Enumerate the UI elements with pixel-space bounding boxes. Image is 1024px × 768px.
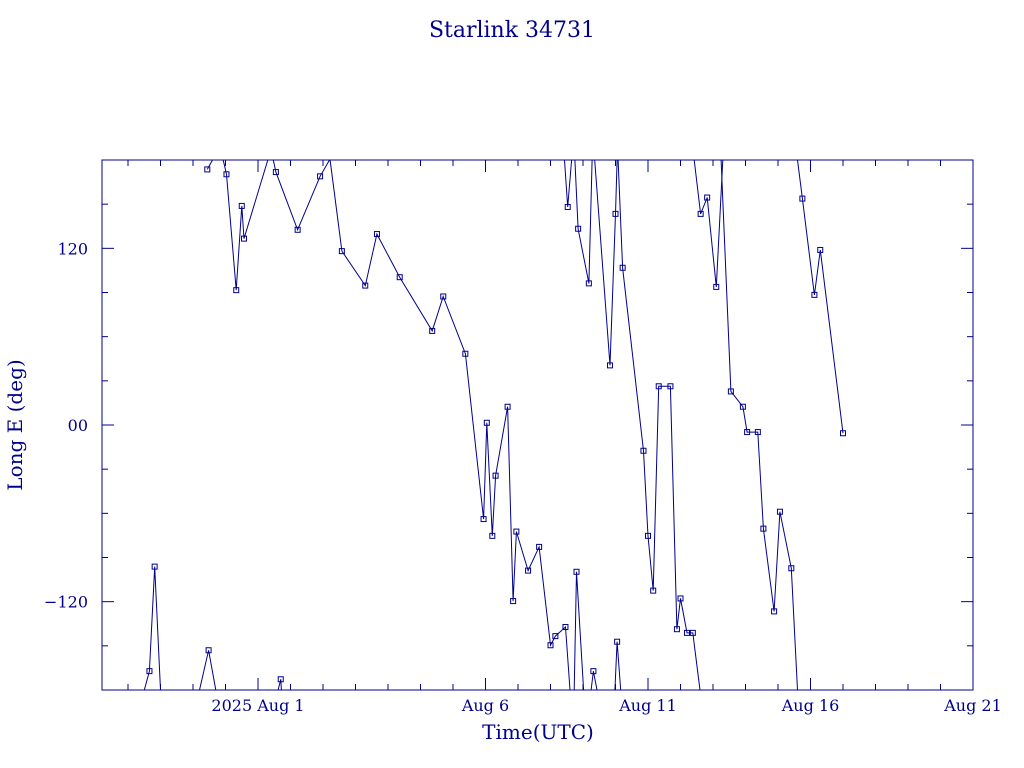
series-line [614, 641, 622, 691]
x-tick-label: Aug 6 [461, 696, 509, 715]
data-point [614, 638, 621, 645]
series-line [222, 159, 269, 291]
data-point [525, 567, 532, 574]
data-point [373, 231, 380, 238]
series-line [594, 159, 618, 366]
axis-ticks [102, 159, 974, 691]
data-point [151, 563, 158, 570]
data-point [744, 429, 751, 436]
data-point [704, 194, 711, 201]
data-point [396, 274, 403, 281]
data-point [811, 291, 818, 298]
data-point [840, 430, 846, 437]
data-point [619, 264, 626, 271]
data-point [573, 568, 580, 575]
data-point [667, 383, 674, 390]
data-point [238, 202, 245, 209]
data-point [547, 642, 554, 649]
axis-tick-labels: 2025 Aug 1 Aug 6 Aug 11 Aug 16 Aug 21 120 00 −1… [44, 239, 1002, 715]
data-point [462, 350, 469, 357]
data-point [440, 293, 447, 300]
series-line [272, 159, 330, 232]
data-point [492, 472, 499, 479]
data-point [513, 528, 520, 535]
data-point [562, 623, 569, 630]
data-point [817, 246, 824, 253]
data-point [606, 362, 613, 369]
data-point [205, 647, 212, 654]
data-point [480, 516, 487, 523]
series-line [564, 159, 573, 208]
data-point [504, 403, 511, 410]
data-point [776, 508, 783, 515]
data-point [673, 626, 680, 633]
data-point [223, 171, 230, 178]
data-point [655, 383, 662, 390]
data-point [799, 195, 806, 202]
data-point [760, 525, 767, 532]
series-line [329, 159, 571, 691]
x-tick-label: 2025 Aug 1 [211, 696, 304, 715]
chart-title: Starlink 34731 [429, 18, 595, 43]
data-point [272, 169, 279, 176]
data-point [650, 587, 657, 594]
series-line [720, 159, 798, 691]
data-point [294, 226, 301, 233]
data-point [590, 668, 597, 675]
data-point [489, 532, 496, 539]
data-point [317, 173, 324, 180]
data-point [689, 629, 696, 636]
data-point [677, 595, 684, 602]
data-point [233, 287, 240, 294]
data-point [788, 565, 795, 572]
data-point [146, 668, 153, 675]
data-point [612, 210, 619, 217]
data-point [727, 388, 734, 395]
data-point [684, 629, 690, 636]
data-point [338, 248, 345, 255]
data-point [739, 403, 746, 410]
data-point [429, 327, 436, 334]
data-point [204, 166, 211, 173]
data-point [575, 225, 582, 232]
data-point [552, 633, 559, 640]
series-line [573, 571, 585, 691]
series-line [277, 679, 282, 691]
data-point [754, 429, 761, 436]
data-point [536, 543, 543, 550]
data-point [277, 676, 284, 683]
data-point [362, 282, 369, 289]
series-line [199, 650, 217, 691]
data-point [640, 447, 647, 454]
data-point [697, 210, 704, 217]
x-tick-label: Aug 16 [781, 696, 840, 715]
series-line [574, 159, 593, 284]
data-point [483, 419, 490, 426]
series-line [797, 159, 844, 434]
x-tick-label: Aug 21 [943, 696, 1002, 715]
series-line [617, 159, 701, 691]
data-point [713, 283, 720, 290]
data-point [564, 203, 571, 210]
series-line [206, 159, 213, 170]
y-tick-label: 120 [57, 239, 88, 258]
y-tick-label: −120 [44, 593, 88, 612]
data-point [241, 235, 248, 242]
x-axis-label: Time(UTC) [482, 720, 594, 744]
series-line [693, 159, 724, 287]
series-line [590, 671, 598, 691]
x-tick-label: Aug 11 [618, 696, 677, 715]
data-point [585, 280, 592, 287]
data-point [645, 532, 651, 539]
y-axis-label: Long E (deg) [3, 359, 27, 490]
series-line [143, 566, 161, 691]
longitude-series [143, 159, 846, 691]
data-point [771, 608, 778, 615]
data-point [510, 598, 517, 605]
y-tick-label: 00 [68, 416, 88, 435]
